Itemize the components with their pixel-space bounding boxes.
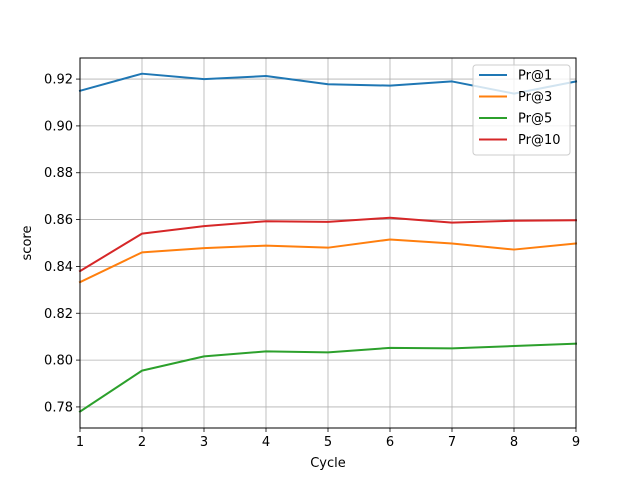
y-tick-label: 0.80 bbox=[44, 354, 73, 369]
y-tick-label: 0.90 bbox=[44, 119, 73, 134]
x-tick-label: 3 bbox=[200, 435, 208, 450]
legend-label: Pr@1 bbox=[518, 69, 552, 84]
x-tick-label: 7 bbox=[448, 435, 456, 450]
x-tick-label: 2 bbox=[138, 435, 146, 450]
x-tick-label: 6 bbox=[386, 435, 394, 450]
x-tick-label: 8 bbox=[510, 435, 518, 450]
x-tick-label: 4 bbox=[262, 435, 270, 450]
y-tick-label: 0.92 bbox=[44, 73, 73, 88]
series-line-pr-5 bbox=[78, 342, 578, 413]
legend-label: Pr@5 bbox=[518, 112, 552, 127]
grid bbox=[79, 58, 577, 428]
y-tick-label: 0.84 bbox=[44, 260, 73, 275]
x-tick-label: 5 bbox=[324, 435, 332, 450]
y-tick-label: 0.78 bbox=[44, 400, 73, 415]
y-axis-ticks: 0.78 0.80 0.82 0.84 0.86 0.88 0.90 0.92 bbox=[44, 73, 80, 415]
y-axis-label: score bbox=[20, 226, 35, 261]
y-tick-label: 0.86 bbox=[44, 213, 73, 228]
series-line-pr-3 bbox=[78, 238, 578, 284]
series-line-pr-10 bbox=[78, 216, 578, 273]
legend-box bbox=[472, 64, 571, 156]
y-tick-label: 0.82 bbox=[44, 307, 73, 322]
legend-label: Pr@3 bbox=[518, 90, 552, 105]
x-tick-label: 1 bbox=[76, 435, 84, 450]
x-axis-ticks: 1 2 3 4 5 6 7 8 9 bbox=[76, 428, 580, 450]
legend: Pr@1 Pr@3 Pr@5 Pr@10 bbox=[472, 64, 571, 156]
y-tick-label: 0.88 bbox=[44, 166, 73, 181]
legend-label: Pr@10 bbox=[518, 133, 561, 148]
x-axis-label: Cycle bbox=[310, 456, 346, 471]
x-tick-label: 9 bbox=[572, 435, 580, 450]
